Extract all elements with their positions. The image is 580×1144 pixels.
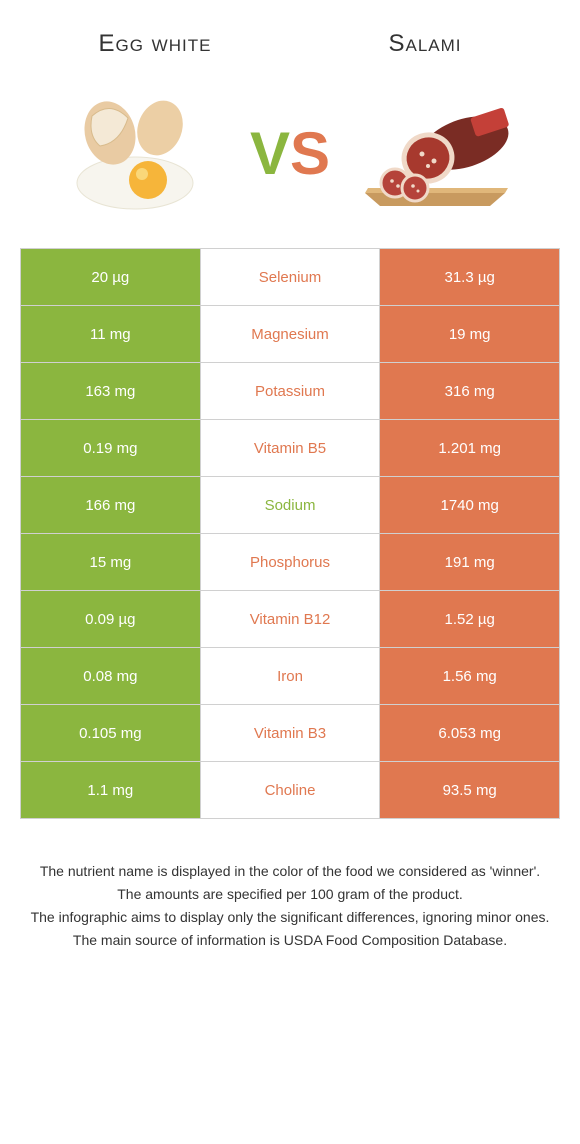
egg-white-image [60,88,230,218]
table-row: 15 mgPhosphorus191 mg [21,534,560,591]
table-row: 20 µgSelenium31.3 µg [21,249,560,306]
nutrient-name-cell: Vitamin B3 [201,705,381,761]
images-row: VS [0,68,580,248]
nutrient-name-cell: Sodium [201,477,381,533]
left-value-cell: 20 µg [21,249,201,305]
right-value-cell: 316 mg [380,363,560,419]
table-row: 0.08 mgIron1.56 mg [21,648,560,705]
table-row: 166 mgSodium1740 mg [21,477,560,534]
nutrient-name-cell: Vitamin B12 [201,591,381,647]
right-value-cell: 191 mg [380,534,560,590]
footer-line: The amounts are specified per 100 gram o… [20,884,560,905]
nutrient-name-cell: Magnesium [201,306,381,362]
nutrient-name-cell: Vitamin B5 [201,420,381,476]
right-value-cell: 6.053 mg [380,705,560,761]
table-row: 11 mgMagnesium19 mg [21,306,560,363]
left-value-cell: 0.09 µg [21,591,201,647]
left-value-cell: 163 mg [21,363,201,419]
right-value-cell: 1.201 mg [380,420,560,476]
footer-line: The infographic aims to display only the… [20,907,560,928]
nutrient-name-cell: Iron [201,648,381,704]
left-value-cell: 15 mg [21,534,201,590]
nutrient-name-cell: Selenium [201,249,381,305]
table-row: 1.1 mgCholine93.5 mg [21,762,560,819]
right-value-cell: 19 mg [380,306,560,362]
header-row: Egg white Salami [0,0,580,68]
left-value-cell: 0.105 mg [21,705,201,761]
table-row: 163 mgPotassium316 mg [21,363,560,420]
right-value-cell: 1.56 mg [380,648,560,704]
salami-image [350,88,520,218]
table-row: 0.09 µgVitamin B121.52 µg [21,591,560,648]
vs-v-letter: V [250,120,290,187]
left-value-cell: 11 mg [21,306,201,362]
left-food-title: Egg white [20,30,290,58]
vs-label: VS [250,119,330,188]
right-value-cell: 31.3 µg [380,249,560,305]
right-value-cell: 1.52 µg [380,591,560,647]
nutrient-name-cell: Choline [201,762,381,818]
nutrient-name-cell: Phosphorus [201,534,381,590]
right-value-cell: 1740 mg [380,477,560,533]
nutrient-name-cell: Potassium [201,363,381,419]
footer-line: The main source of information is USDA F… [20,930,560,951]
left-value-cell: 0.08 mg [21,648,201,704]
left-value-cell: 166 mg [21,477,201,533]
table-row: 0.19 mgVitamin B51.201 mg [21,420,560,477]
footer-notes: The nutrient name is displayed in the co… [0,819,580,973]
right-food-title: Salami [290,30,560,58]
footer-line: The nutrient name is displayed in the co… [20,861,560,882]
right-value-cell: 93.5 mg [380,762,560,818]
left-value-cell: 1.1 mg [21,762,201,818]
nutrient-table: 20 µgSelenium31.3 µg11 mgMagnesium19 mg1… [20,248,560,819]
left-value-cell: 0.19 mg [21,420,201,476]
vs-s-letter: S [290,120,330,187]
table-row: 0.105 mgVitamin B36.053 mg [21,705,560,762]
